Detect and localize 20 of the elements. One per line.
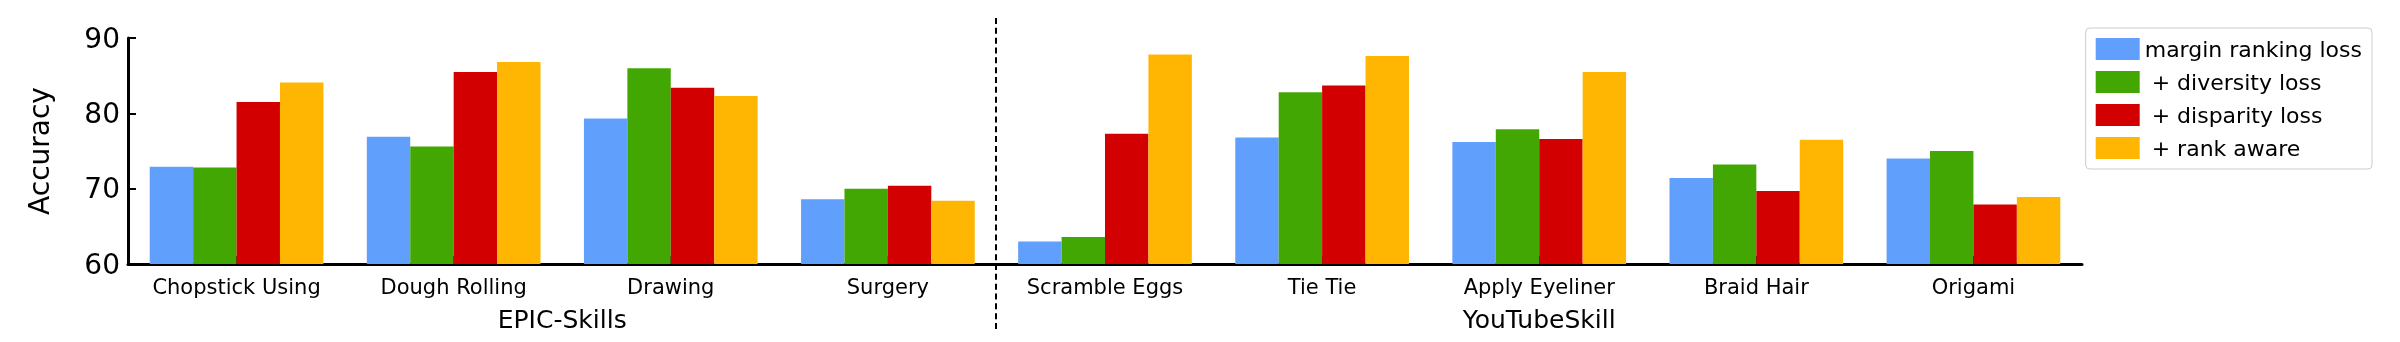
x-tick-label: Chopstick Using <box>152 274 321 299</box>
x-tick-label: Origami <box>1931 274 2016 299</box>
x-tick-label: Scramble Eggs <box>1026 274 1184 299</box>
y-tick-label: 80 <box>84 96 120 130</box>
legend-label: + diversity loss <box>2144 69 2322 95</box>
legend-label: + disparity loss <box>2144 102 2323 128</box>
x-tick-label: Apply Eyeliner <box>1463 274 1616 299</box>
text: YouTubeSkill <box>1461 305 1617 334</box>
text: EPIC-Skills <box>496 305 628 334</box>
x-tick-label: Dough Rolling <box>380 274 527 299</box>
x-tick-label: Drawing <box>627 274 715 299</box>
y-tick-label: 60 <box>84 247 120 281</box>
y-tick-label: 90 <box>84 21 120 55</box>
legend-label: + rank aware <box>2144 135 2301 161</box>
x-tick-label: Surgery <box>846 274 929 299</box>
legend-label: margin ranking loss <box>2144 36 2363 62</box>
x-tick-label: Tie Tie <box>1286 274 1357 299</box>
y-tick-label: 70 <box>84 172 120 206</box>
y-axis-title: Accuracy <box>22 87 56 215</box>
x-tick-label: Braid Hair <box>1703 274 1810 299</box>
